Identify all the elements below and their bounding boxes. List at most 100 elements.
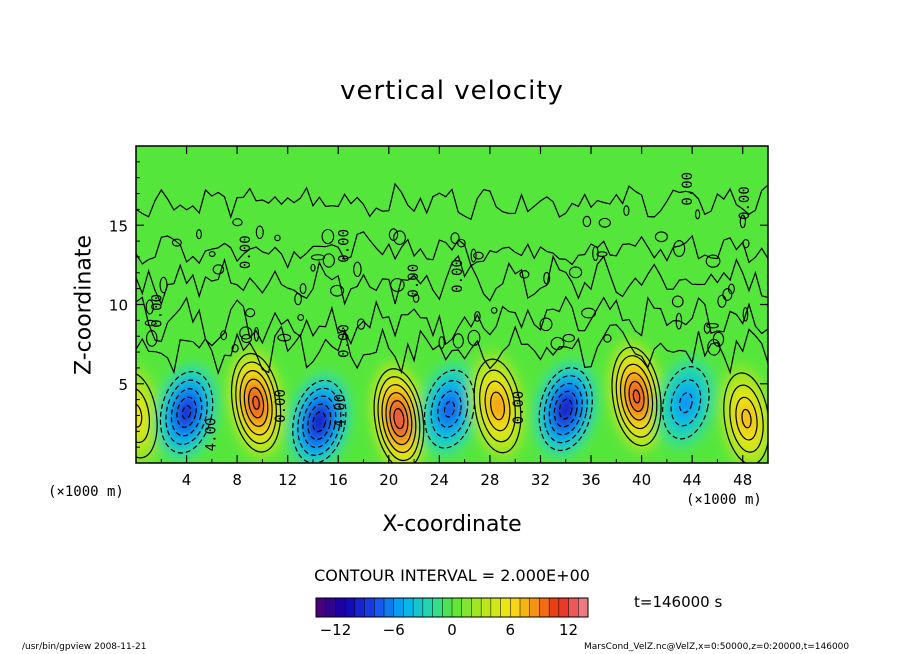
small-contour — [675, 312, 683, 330]
small-contour — [220, 330, 228, 341]
negative-contour — [176, 396, 197, 428]
positive-contour — [377, 376, 421, 462]
noise-contours — [136, 182, 768, 376]
colorbar-tick-label: 6 — [506, 621, 516, 639]
colorbar-swatch — [461, 598, 472, 617]
x-axis-label: X-coordinate — [382, 512, 522, 537]
colorbar-swatch — [490, 598, 501, 617]
positive-contour — [473, 358, 522, 454]
small-contour — [393, 230, 406, 246]
small-contour — [717, 294, 727, 308]
contour-label: 0.00 — [680, 172, 696, 206]
small-contour — [623, 205, 630, 217]
field-band — [315, 415, 324, 429]
small-contour — [212, 264, 225, 275]
small-contour — [490, 307, 498, 314]
small-contour — [705, 254, 721, 268]
footer-source: MarsCond_VelZ.nc@VelZ,x=0:50000,z=0:2000… — [584, 642, 850, 652]
colorbar-swatch — [335, 598, 346, 617]
colorbar-swatch — [393, 598, 404, 617]
negative-contour — [437, 390, 462, 428]
colorbar-swatch — [442, 598, 453, 617]
field-band — [561, 402, 570, 416]
positive-contour — [479, 369, 516, 443]
z-axis-unit: (×1000 m) — [48, 484, 124, 500]
colorbar-swatch — [510, 598, 521, 617]
field-band — [252, 395, 260, 410]
field-band — [136, 394, 147, 437]
small-contour — [562, 333, 575, 343]
small-contour — [255, 225, 264, 240]
field-band — [633, 389, 641, 404]
contour-label: 0.00 — [336, 229, 352, 263]
plot-area: 0.00 0.00 0.00 0.00 0.00 0.00 0.00 0.00 0.00 0.00… — [136, 146, 768, 463]
contour-lines — [136, 346, 768, 463]
contour-interval-label: CONTOUR INTERVAL = 2.000E+00 — [314, 566, 590, 585]
small-contour — [722, 288, 733, 301]
negative-contour — [170, 388, 203, 437]
y-tick-label: 10 — [109, 297, 128, 315]
negative-contour — [443, 400, 456, 418]
small-contour — [310, 263, 316, 272]
small-contour — [253, 327, 260, 342]
small-contour — [239, 326, 253, 340]
small-contour — [654, 231, 668, 243]
colorbar-tick-label: −12 — [320, 621, 352, 639]
small-contour — [146, 329, 158, 347]
y-tick-label: 5 — [118, 376, 128, 394]
zero-contour — [136, 254, 768, 306]
small-contour — [707, 338, 721, 356]
time-label: t=146000 s — [634, 593, 723, 611]
colorbar-swatch — [520, 598, 531, 617]
small-contour — [322, 253, 335, 268]
colorbar-swatch — [354, 598, 365, 617]
positive-contour — [381, 384, 417, 454]
y-tick-label: 15 — [109, 217, 128, 235]
small-contour — [742, 238, 750, 249]
positive-contour — [136, 372, 158, 459]
y-axis-label: Z-coordinate — [71, 235, 97, 375]
small-contour — [728, 283, 735, 295]
field-band — [395, 412, 403, 426]
colorbar-swatch — [539, 598, 550, 617]
colorbar-swatch — [403, 598, 414, 617]
x-tick-label: 44 — [683, 471, 702, 489]
small-contour — [412, 293, 420, 303]
x-tick-label: 20 — [379, 471, 398, 489]
field-band — [741, 408, 752, 429]
field-band — [444, 400, 455, 418]
negative-contour — [430, 379, 469, 439]
positive-contour — [628, 380, 645, 413]
small-contour — [706, 323, 719, 329]
x-tick-label: 32 — [531, 471, 550, 489]
negative-contour — [423, 369, 476, 449]
small-contour — [390, 278, 405, 292]
small-contour — [603, 334, 612, 343]
colorbar-swatch — [384, 598, 395, 617]
negative-contour — [312, 411, 327, 433]
colorbar-swatch — [471, 598, 482, 617]
positive-contour — [252, 395, 260, 410]
colorbar-swatch — [413, 598, 424, 617]
colorbar-swatch — [549, 598, 560, 617]
small-contour — [196, 229, 202, 240]
small-contour — [581, 307, 597, 319]
positive-contour — [243, 378, 269, 427]
negative-contour — [662, 366, 710, 440]
y-axis: 5 10 15 — [109, 161, 768, 448]
small-contour — [712, 331, 725, 347]
x-tick-label: 24 — [430, 471, 449, 489]
small-contour — [330, 284, 345, 297]
small-contour — [356, 318, 366, 330]
positive-contour — [615, 355, 658, 438]
small-contour — [231, 344, 239, 353]
positive-contour — [235, 361, 277, 445]
small-contour — [388, 228, 399, 241]
zero-contour — [136, 324, 768, 376]
positive-contour — [611, 346, 662, 447]
small-contour — [673, 240, 686, 258]
zero-contour — [136, 231, 768, 269]
zero-contour — [136, 295, 768, 347]
colorbar-swatch — [500, 598, 511, 617]
